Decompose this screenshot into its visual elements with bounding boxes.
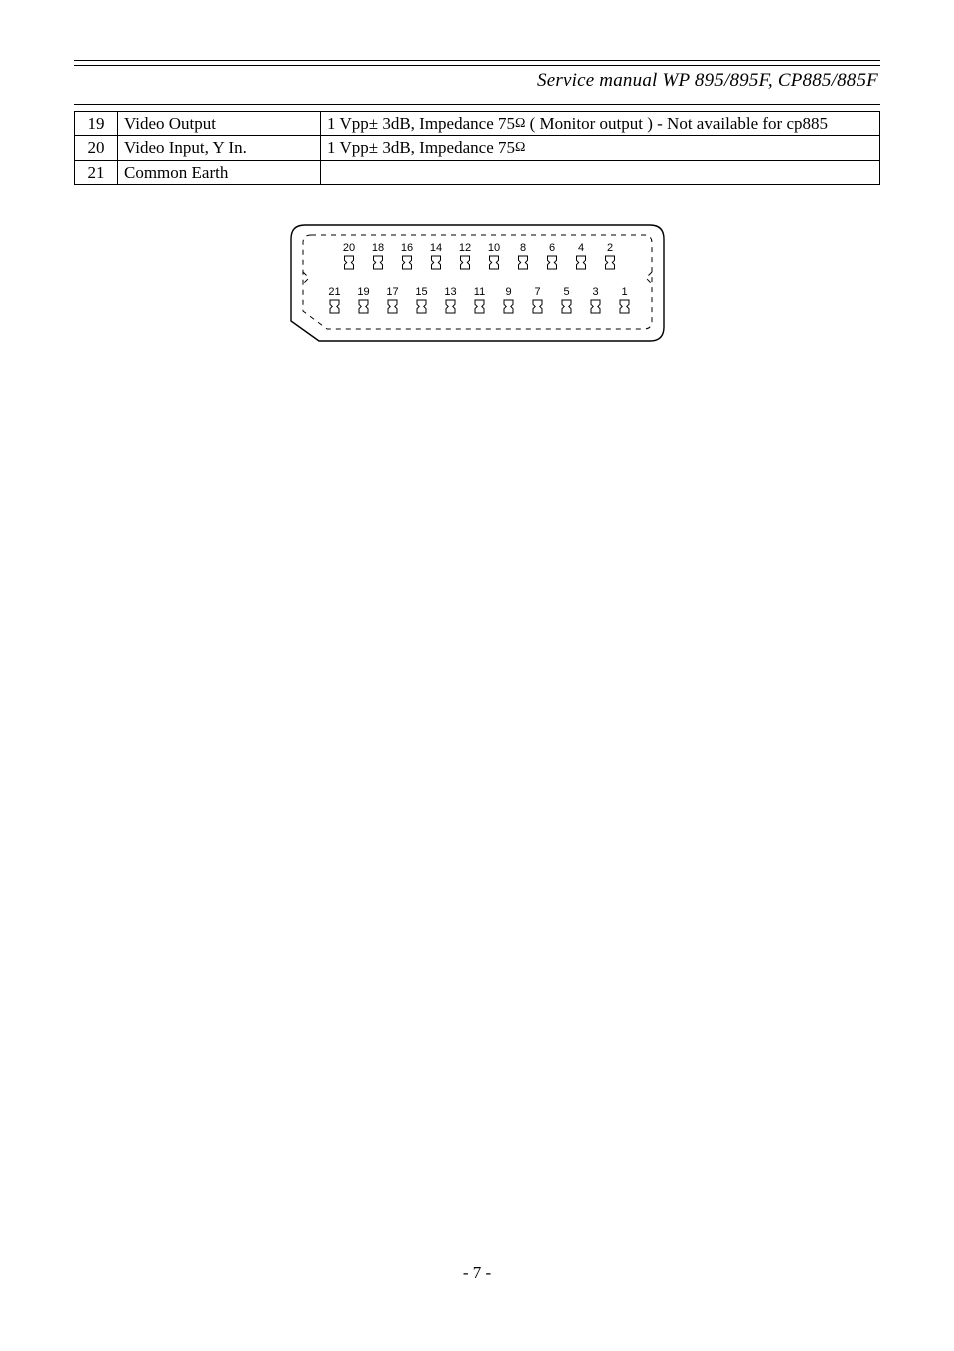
pin-number: 21 <box>75 160 118 184</box>
signal-description <box>321 160 880 184</box>
pin-label: 10 <box>487 242 499 254</box>
pin-label: 18 <box>371 242 383 254</box>
pin-icon <box>446 300 455 313</box>
pin-icon <box>475 300 484 313</box>
pin-icon <box>388 300 397 313</box>
pin-label: 13 <box>444 286 456 298</box>
pin-icon <box>344 256 353 269</box>
pin-label: 20 <box>342 242 354 254</box>
pin-label: 9 <box>505 286 511 298</box>
pin-icon <box>489 256 498 269</box>
pin-icon <box>591 300 600 313</box>
pin-icon <box>620 300 629 313</box>
pin-label: 15 <box>415 286 427 298</box>
pin-label: 16 <box>400 242 412 254</box>
pin-icon <box>359 300 368 313</box>
pin-icon <box>330 300 339 313</box>
pin-label: 7 <box>534 286 540 298</box>
pin-icon <box>504 300 513 313</box>
pin-label: 4 <box>577 242 583 254</box>
pin-label: 6 <box>548 242 554 254</box>
pin-icon <box>518 256 527 269</box>
table-row: 19Video Output1 Vpp± 3dB, Impedance 75Ω … <box>75 112 880 136</box>
signal-name: Video Input, Y In. <box>118 136 321 160</box>
pin-icon <box>373 256 382 269</box>
signal-description: 1 Vpp± 3dB, Impedance 75Ω <box>321 136 880 160</box>
pin-label: 12 <box>458 242 470 254</box>
pin-icon <box>547 256 556 269</box>
pin-label: 1 <box>621 286 627 298</box>
header-rule-bottom <box>74 104 880 105</box>
pin-label: 19 <box>357 286 369 298</box>
pin-icon <box>533 300 542 313</box>
table-row: 21Common Earth <box>75 160 880 184</box>
pin-icon <box>431 256 440 269</box>
spec-table: 19Video Output1 Vpp± 3dB, Impedance 75Ω … <box>74 111 880 185</box>
pin-label: 11 <box>473 286 484 298</box>
signal-name: Common Earth <box>118 160 321 184</box>
pin-icon <box>417 300 426 313</box>
pin-icon <box>576 256 585 269</box>
pin-label: 5 <box>563 286 569 298</box>
scart-connector-diagram: 20 18 16 14 12 10 8 6 4 2 21 19 17 15 13 11 9 7 5 3 1 <box>285 219 670 352</box>
pin-icon <box>460 256 469 269</box>
signal-description: 1 Vpp± 3dB, Impedance 75Ω ( Monitor outp… <box>321 112 880 136</box>
pin-label: 17 <box>386 286 398 298</box>
pin-number: 19 <box>75 112 118 136</box>
page-number: - 7 - <box>0 1263 954 1283</box>
pin-label: 2 <box>606 242 612 254</box>
pin-label: 8 <box>519 242 525 254</box>
table-row: 20Video Input, Y In.1 Vpp± 3dB, Impedanc… <box>75 136 880 160</box>
pin-icon <box>402 256 411 269</box>
signal-name: Video Output <box>118 112 321 136</box>
pin-label: 21 <box>328 286 340 298</box>
pin-icon <box>605 256 614 269</box>
pin-label: 14 <box>429 242 441 254</box>
pin-icon <box>562 300 571 313</box>
pin-label: 3 <box>592 286 598 298</box>
pin-number: 20 <box>75 136 118 160</box>
page-header-title: Service manual WP 895/895F, CP885/885F <box>74 65 880 92</box>
